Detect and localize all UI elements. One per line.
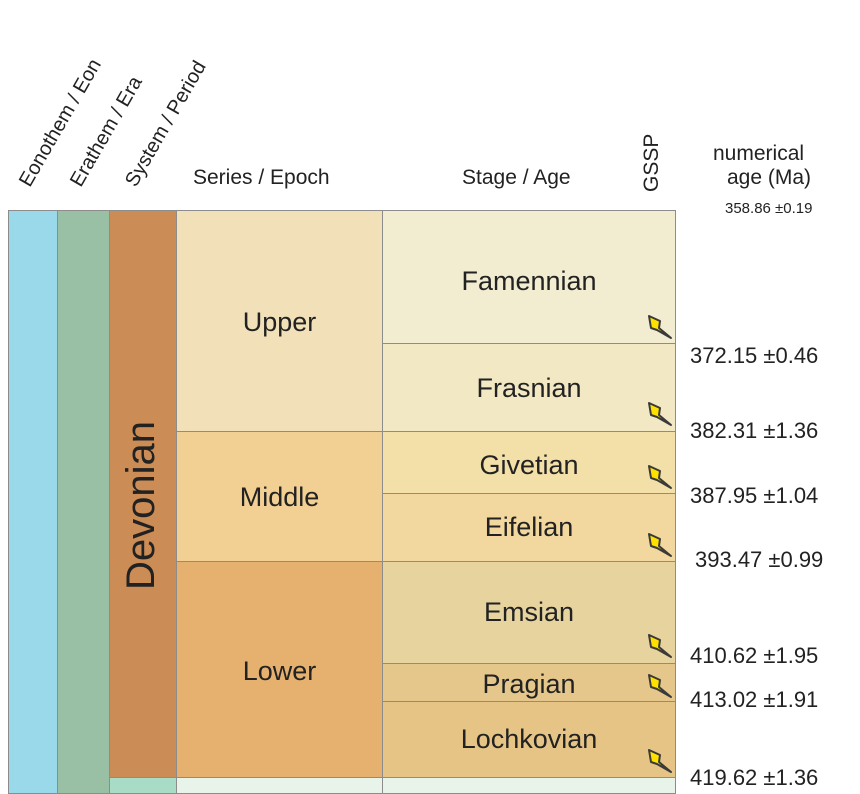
- series-upper: Upper: [176, 210, 383, 432]
- top-age-label: 358.86 ±0.19: [725, 200, 813, 217]
- age-eifelian-base: 393.47 ±0.99: [695, 547, 824, 572]
- header-gssp: GSSP: [640, 133, 663, 192]
- era-cell: [57, 210, 110, 794]
- gssp-spike-icon: [648, 465, 672, 489]
- gssp-spike-icon: [648, 749, 672, 773]
- stage-pragian: Pragian: [382, 663, 676, 702]
- stage-frasnian: Frasnian: [382, 343, 676, 432]
- next-stage-cell: [382, 777, 676, 794]
- stage-pragian-label: Pragian: [482, 669, 576, 699]
- series-lower-label: Lower: [242, 656, 317, 686]
- stage-emsian-label: Emsian: [483, 597, 575, 627]
- series-middle: Middle: [176, 431, 383, 562]
- stage-eifelian-label: Eifelian: [484, 512, 574, 542]
- stage-givetian-label: Givetian: [479, 450, 579, 480]
- age-emsian-base: 410.62 ±1.95: [690, 643, 819, 668]
- header-series: Series / Epoch: [193, 166, 330, 189]
- age-pragian-base: 413.02 ±1.91: [690, 687, 819, 712]
- gssp-spike-icon: [648, 634, 672, 658]
- next-series-cell: [176, 777, 383, 794]
- header-stage: Stage / Age: [462, 166, 571, 189]
- stage-frasnian-label: Frasnian: [476, 373, 582, 403]
- header-age-line1: numerical: [713, 142, 805, 165]
- age-lochkovian-base: 419.62 ±1.36: [690, 765, 819, 790]
- gssp-spike-icon: [648, 315, 672, 339]
- stage-eifelian: Eifelian: [382, 493, 676, 562]
- stage-emsian: Emsian: [382, 561, 676, 664]
- series-middle-label: Middle: [239, 482, 320, 512]
- next-period-cell: [109, 777, 177, 794]
- series-upper-label: Upper: [242, 307, 317, 337]
- period-cell: [109, 210, 177, 778]
- series-lower: Lower: [176, 561, 383, 778]
- age-famennian-base: 372.15 ±0.46: [690, 343, 819, 368]
- gssp-spike-icon: [648, 402, 672, 426]
- age-frasnian-base: 382.31 ±1.36: [690, 418, 819, 443]
- period-label: Devonian: [119, 420, 163, 590]
- stage-famennian: Famennian: [382, 210, 676, 344]
- gssp-spike-icon: [648, 533, 672, 557]
- stage-famennian-label: Famennian: [461, 266, 597, 296]
- age-givetian-base: 387.95 ±1.04: [690, 483, 819, 508]
- stage-lochkovian-label: Lochkovian: [460, 724, 598, 754]
- eon-cell: [8, 210, 58, 794]
- gssp-spike-icon: [648, 674, 672, 698]
- stage-lochkovian: Lochkovian: [382, 701, 676, 778]
- header-age-line2: age (Ma): [727, 166, 812, 189]
- stage-givetian: Givetian: [382, 431, 676, 494]
